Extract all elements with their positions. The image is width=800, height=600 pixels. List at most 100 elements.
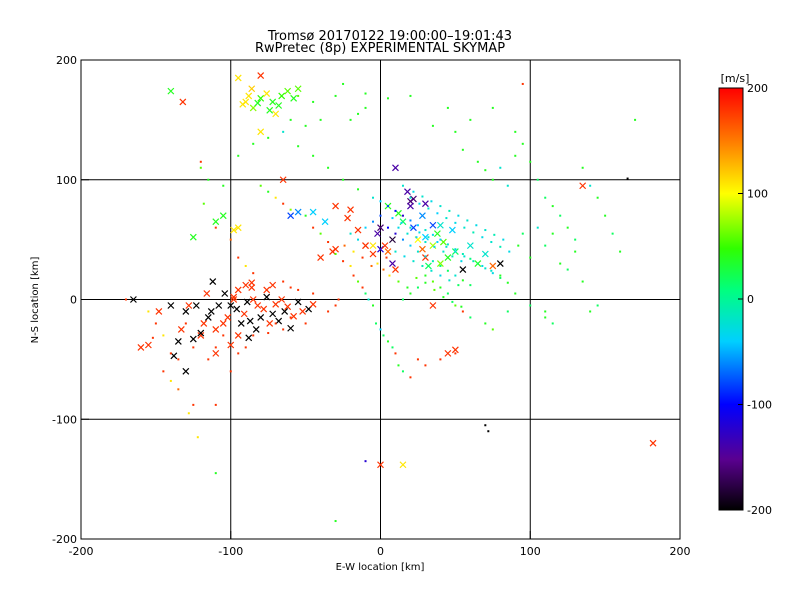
colorbar-label: [m/s] xyxy=(721,72,750,85)
data-point-dot xyxy=(372,220,375,223)
data-point-dot xyxy=(499,274,502,277)
data-point-dot xyxy=(559,262,562,265)
data-point-dot xyxy=(388,274,391,277)
data-point-dot xyxy=(484,424,487,427)
data-point-dot xyxy=(460,305,463,308)
data-point-dot xyxy=(406,286,409,289)
data-point-cross xyxy=(459,266,467,273)
data-point-dot xyxy=(454,250,457,253)
data-point-dot xyxy=(327,166,330,169)
data-point-dot xyxy=(237,154,240,157)
data-point-dot xyxy=(476,160,479,163)
data-point-cross xyxy=(309,208,317,216)
data-point-dot xyxy=(267,136,270,139)
data-point-cross xyxy=(237,320,245,327)
data-point-dot xyxy=(506,310,509,313)
data-point-cross xyxy=(230,296,238,303)
data-point-dot xyxy=(421,264,424,267)
data-point-dot xyxy=(349,232,352,235)
data-point-cross xyxy=(197,332,205,339)
data-point-dot xyxy=(342,82,345,85)
data-point-dot xyxy=(416,224,419,227)
data-point-dot xyxy=(517,244,520,247)
data-point-dot xyxy=(282,280,285,283)
data-point-cross xyxy=(444,254,452,262)
data-point-cross xyxy=(257,128,265,136)
data-point-dot xyxy=(521,142,524,145)
data-point-dot xyxy=(484,229,487,232)
data-point-dot xyxy=(364,226,367,229)
data-point-dot xyxy=(499,245,502,248)
data-point-dot xyxy=(427,236,430,239)
data-point-dot xyxy=(529,256,532,259)
data-point-dot xyxy=(357,188,360,191)
data-point-dot xyxy=(376,262,379,265)
data-point-dot xyxy=(202,202,205,205)
data-point-cross xyxy=(249,296,257,303)
data-point-dot xyxy=(349,118,352,121)
data-point-cross xyxy=(242,281,250,289)
data-point-dot xyxy=(312,154,315,157)
data-point-dot xyxy=(536,226,539,229)
data-point-cross xyxy=(234,286,242,294)
data-point-dot xyxy=(357,280,360,283)
data-point-cross xyxy=(369,242,377,250)
data-point-cross xyxy=(239,100,247,108)
data-point-dot xyxy=(154,322,157,325)
data-point-dot xyxy=(184,322,187,325)
data-point-dot xyxy=(400,221,403,224)
data-point-dot xyxy=(536,178,539,181)
data-point-cross xyxy=(248,284,256,291)
data-point-cross xyxy=(290,94,298,102)
x-tick-label: 0 xyxy=(377,545,384,558)
data-point-dot xyxy=(267,332,270,335)
data-point-cross xyxy=(344,214,351,222)
data-point-cross xyxy=(215,302,223,309)
data-point-dot xyxy=(229,370,232,373)
data-point-dot xyxy=(445,245,448,248)
data-point-dot xyxy=(431,124,434,127)
data-point-cross xyxy=(234,224,242,232)
data-point-cross xyxy=(144,341,152,349)
data-point-dot xyxy=(439,274,442,277)
data-point-cross xyxy=(254,99,262,107)
data-point-cross xyxy=(279,176,287,184)
data-point-cross xyxy=(384,248,392,256)
y-axis-label: N-S location [km] xyxy=(30,257,41,344)
data-point-cross xyxy=(179,98,187,106)
data-point-dot xyxy=(463,255,466,258)
data-point-dot xyxy=(596,304,599,307)
data-point-dot xyxy=(289,316,292,319)
grid-lines xyxy=(81,60,680,539)
data-point-cross xyxy=(466,242,474,250)
data-point-dot xyxy=(361,286,364,289)
data-point-dot xyxy=(454,221,457,224)
data-point-cross xyxy=(389,236,396,244)
data-point-cross xyxy=(347,206,354,214)
data-point-cross xyxy=(189,233,197,241)
data-point-cross xyxy=(424,262,432,270)
data-point-cross xyxy=(496,260,504,267)
data-point-dot xyxy=(147,310,150,313)
data-point-dot xyxy=(442,296,445,299)
data-point-cross xyxy=(212,349,220,357)
data-point-dot xyxy=(364,106,367,109)
data-point-dot xyxy=(484,267,487,270)
data-point-cross xyxy=(189,335,197,343)
data-point-dot xyxy=(521,232,524,235)
data-point-dot xyxy=(289,208,292,211)
data-point-cross xyxy=(269,310,277,318)
data-point-cross xyxy=(174,337,182,345)
data-point-dot xyxy=(237,256,240,259)
data-point-dot xyxy=(267,190,270,193)
x-tick-label: 200 xyxy=(670,545,691,558)
data-point-cross xyxy=(230,226,238,234)
data-point-dot xyxy=(416,250,419,253)
data-point-dot xyxy=(382,334,385,337)
colorbar-tick-label: 100 xyxy=(747,188,768,201)
data-point-dot xyxy=(433,245,436,248)
data-point-cross xyxy=(263,90,271,97)
data-point-cross xyxy=(260,305,268,313)
data-point-dot xyxy=(439,238,442,241)
data-point-cross xyxy=(281,308,289,315)
